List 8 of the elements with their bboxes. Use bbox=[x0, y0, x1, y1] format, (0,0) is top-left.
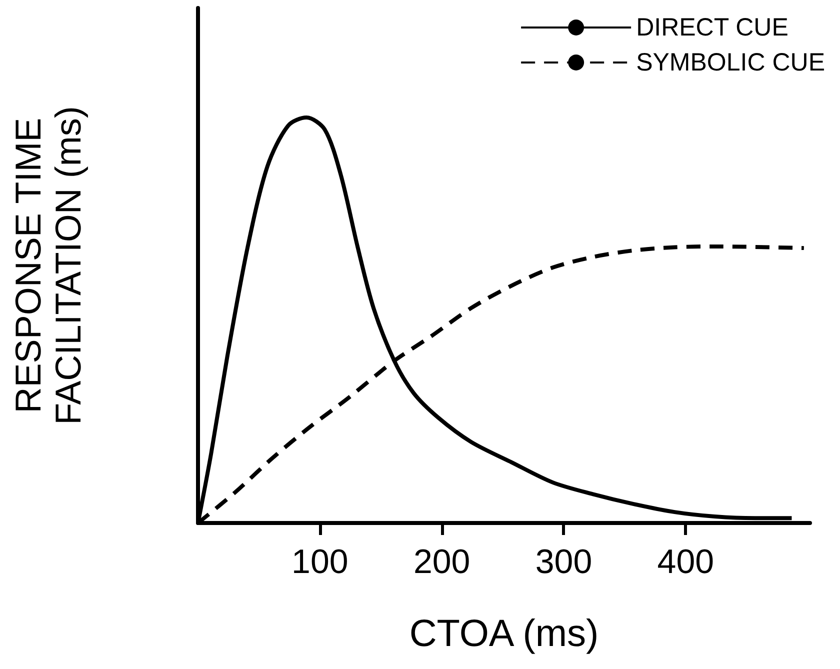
y-axis-title: RESPONSE TIME FACILITATION (ms) bbox=[8, 106, 88, 425]
x-tick-label: 300 bbox=[535, 543, 592, 581]
x-tick-label: 400 bbox=[657, 543, 714, 581]
legend-label: DIRECT CUE bbox=[636, 14, 788, 42]
legend-label: SYMBOLIC CUE bbox=[636, 48, 826, 76]
x-axis-title: CTOA (ms) bbox=[409, 613, 599, 655]
x-tick-label: 100 bbox=[292, 543, 348, 581]
x-tick-label: 200 bbox=[413, 543, 470, 581]
